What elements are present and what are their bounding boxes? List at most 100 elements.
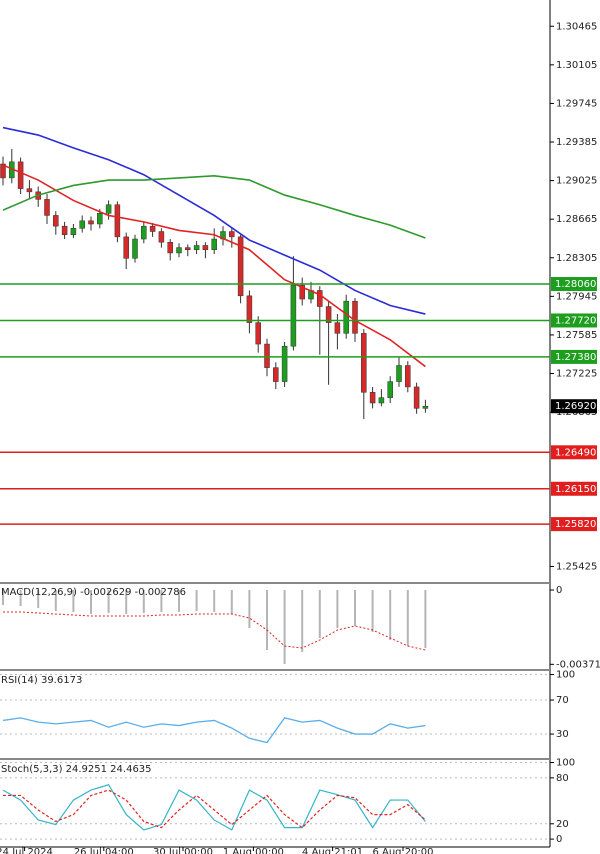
candle-body bbox=[79, 220, 85, 229]
macd-bar bbox=[19, 590, 22, 606]
macd-bar bbox=[301, 590, 304, 652]
macd-bar bbox=[37, 590, 40, 608]
candle-body bbox=[290, 284, 297, 347]
macd-bar bbox=[371, 590, 374, 632]
y-tick-label: 100 bbox=[556, 670, 575, 681]
macd-bar bbox=[389, 590, 392, 640]
macd-bar bbox=[160, 590, 163, 612]
candle-body bbox=[237, 236, 244, 297]
x-tick-label: 6 Aug 20:00 bbox=[372, 847, 433, 854]
macd-bar bbox=[336, 590, 339, 628]
stoch-title: Stoch(5,3,3) 24.9251 24.4635 bbox=[1, 764, 152, 775]
candle-body bbox=[352, 300, 358, 334]
level-label-box bbox=[551, 517, 597, 532]
macd-bar bbox=[213, 590, 216, 612]
level-label: 1.26490 bbox=[555, 447, 596, 458]
candle-body bbox=[413, 386, 420, 409]
level-label: 1.27380 bbox=[555, 352, 596, 363]
y-tick-label: -0.003716 bbox=[556, 659, 600, 670]
candle-body bbox=[369, 392, 376, 404]
macd-bar bbox=[195, 590, 198, 611]
level-label: 1.27720 bbox=[555, 315, 596, 326]
macd-bar bbox=[107, 590, 110, 613]
macd-bar bbox=[354, 590, 356, 626]
macd-bar bbox=[318, 590, 321, 638]
candle-body bbox=[114, 204, 121, 238]
y-tick-label: 1.27945 bbox=[556, 291, 597, 302]
candle-body bbox=[88, 220, 94, 225]
candle-body bbox=[202, 245, 209, 250]
candle-body bbox=[281, 345, 288, 382]
y-tick-label: 1.30105 bbox=[556, 60, 597, 71]
candle-body bbox=[422, 405, 429, 409]
candle-body bbox=[396, 365, 402, 382]
candle-body bbox=[132, 238, 138, 259]
macd-bar bbox=[90, 590, 92, 614]
x-tick-label: 24 Jul 2024 bbox=[0, 847, 53, 854]
candle-body bbox=[53, 215, 59, 227]
candle-body bbox=[0, 163, 6, 179]
level-label-box bbox=[551, 349, 597, 364]
x-tick-label: 30 Jul 00:00 bbox=[153, 847, 213, 854]
x-tick-label: 1 Aug 00:00 bbox=[223, 847, 284, 854]
candle-body bbox=[193, 245, 200, 250]
level-label-box bbox=[551, 277, 597, 292]
candle-body bbox=[176, 247, 182, 254]
moving-average bbox=[2, 174, 426, 239]
rsi-title: RSI(14) 39.6173 bbox=[1, 675, 82, 686]
y-tick-label: 1.25425 bbox=[556, 561, 597, 572]
level-label-box bbox=[551, 481, 597, 496]
x-tick-label: 4 Aug 21:01 bbox=[302, 847, 363, 854]
macd-title: MACD(12,26,9) -0.002629 -0.002786 bbox=[1, 587, 186, 598]
x-tick-label: 26 Jul 04:00 bbox=[74, 847, 134, 854]
candle-body bbox=[141, 225, 147, 240]
level-label: 1.28060 bbox=[555, 279, 596, 290]
stoch-signal bbox=[3, 789, 426, 829]
candle-body bbox=[317, 290, 323, 307]
y-tick-label: 1.28305 bbox=[556, 253, 597, 264]
candle-body bbox=[246, 295, 253, 323]
candle-body bbox=[26, 188, 33, 193]
candle-body bbox=[158, 231, 165, 243]
y-tick-label: 1.29385 bbox=[556, 137, 597, 148]
candle-body bbox=[44, 199, 50, 216]
candle-body bbox=[378, 397, 385, 404]
macd-bar bbox=[178, 590, 180, 612]
candle-body bbox=[229, 231, 235, 238]
candle-body bbox=[149, 225, 156, 232]
y-tick-label: 1.28665 bbox=[556, 214, 597, 225]
macd-bar bbox=[248, 590, 251, 628]
level-label-box bbox=[551, 445, 597, 460]
y-tick-label: 0 bbox=[556, 585, 562, 596]
y-tick-label: 100 bbox=[556, 758, 575, 769]
y-tick-label: 70 bbox=[556, 695, 569, 706]
candle-body bbox=[299, 284, 305, 300]
candle-body bbox=[167, 241, 173, 254]
candle-body bbox=[387, 381, 393, 398]
level-label: 1.25820 bbox=[555, 519, 596, 530]
candle-body bbox=[70, 228, 77, 235]
candle-body bbox=[325, 306, 332, 323]
candle-body bbox=[105, 204, 112, 214]
macd-bar bbox=[283, 590, 286, 664]
candle-body bbox=[273, 367, 279, 382]
y-tick-label: 1.29745 bbox=[556, 98, 597, 109]
macd-bar bbox=[424, 590, 427, 648]
candle-body bbox=[255, 322, 261, 345]
y-tick-label: 1.27225 bbox=[556, 369, 597, 380]
y-tick-label: 0 bbox=[556, 834, 562, 845]
level-label-box bbox=[551, 313, 597, 328]
moving-average bbox=[2, 126, 426, 315]
candle-body bbox=[97, 213, 103, 225]
y-tick-label: 1.27585 bbox=[556, 330, 597, 341]
macd-bar bbox=[230, 590, 233, 614]
y-tick-label: 30 bbox=[556, 729, 569, 740]
candle-body bbox=[264, 343, 270, 368]
stoch-main bbox=[2, 784, 426, 831]
macd-bar bbox=[2, 590, 4, 605]
y-tick-label: 20 bbox=[556, 819, 569, 830]
candle-body bbox=[405, 365, 411, 388]
y-tick-label: 1.30465 bbox=[556, 21, 597, 32]
